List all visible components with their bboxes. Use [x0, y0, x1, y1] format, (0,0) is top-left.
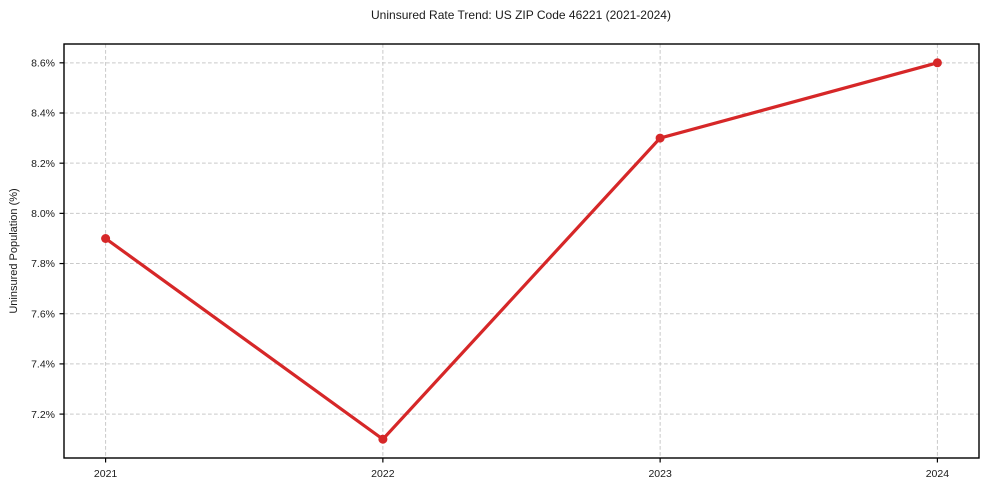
- y-tick-label: 8.0%: [31, 208, 55, 220]
- y-tick-label: 7.4%: [31, 359, 55, 371]
- chart-title: Uninsured Rate Trend: US ZIP Code 46221 …: [371, 8, 671, 22]
- y-tick-label: 8.4%: [31, 108, 55, 120]
- y-tick-label: 8.6%: [31, 58, 55, 70]
- y-tick-label: 7.2%: [31, 409, 55, 421]
- data-point-2023: [655, 133, 665, 143]
- x-tick-label: 2022: [371, 468, 395, 480]
- plot-border: [63, 43, 980, 459]
- axes-layer: 2021 2022 2023 2024 7.2% 7.4% 7.6% 7.8% 8.0% 8.2%…: [31, 43, 980, 480]
- grid-layer: [64, 44, 979, 458]
- trend-line: [104, 61, 939, 441]
- y-tick-label: 8.2%: [31, 158, 55, 170]
- data-point-2021: [101, 234, 111, 243]
- y-tick-label: 7.8%: [31, 258, 55, 270]
- y-tick-label: 7.6%: [31, 308, 55, 320]
- x-tick-label: 2024: [926, 468, 950, 480]
- data-point-2024: [932, 58, 942, 68]
- x-tick-label: 2023: [648, 468, 672, 480]
- x-tick-label: 2021: [94, 468, 118, 480]
- data-point-2022: [378, 434, 388, 444]
- y-axis-label: Uninsured Population (%): [8, 188, 20, 313]
- series-layer: [101, 58, 942, 444]
